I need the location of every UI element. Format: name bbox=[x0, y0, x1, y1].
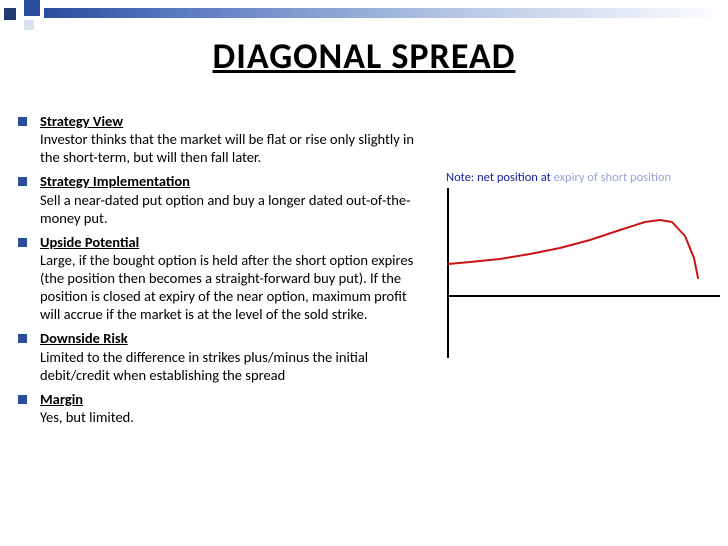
payoff-curve bbox=[448, 220, 698, 278]
bullet-list: Strategy ViewInvestor thinks that the ma… bbox=[16, 112, 424, 426]
decor-square bbox=[4, 8, 16, 20]
decor-square bbox=[24, 20, 34, 30]
list-item: Downside RiskLimited to the difference i… bbox=[16, 329, 424, 383]
chart-note: Note: net position at expiry of short po… bbox=[446, 170, 671, 185]
section-heading: Strategy View bbox=[40, 112, 123, 130]
chart-note-bold: Note: net position at bbox=[446, 170, 551, 185]
section-body: Yes, but limited. bbox=[40, 408, 134, 426]
section-body: Investor thinks that the market will be … bbox=[40, 130, 414, 166]
section-body: Sell a near-dated put option and buy a l… bbox=[40, 191, 411, 227]
payoff-chart: Note: net position at expiry of short po… bbox=[440, 170, 720, 370]
section-heading: Margin bbox=[40, 390, 83, 408]
page-title: DIAGONAL SPREAD bbox=[0, 34, 728, 78]
section-heading: Upside Potential bbox=[40, 233, 139, 251]
decor-square bbox=[24, 0, 40, 16]
bullet-list-container: Strategy ViewInvestor thinks that the ma… bbox=[16, 112, 424, 432]
slide-header-decor bbox=[0, 0, 728, 32]
section-body: Limited to the difference in strikes plu… bbox=[40, 348, 368, 384]
section-heading: Strategy Implementation bbox=[40, 172, 190, 190]
chart-svg bbox=[440, 188, 720, 358]
list-item: Strategy ViewInvestor thinks that the ma… bbox=[16, 112, 424, 166]
decor-gradient-bar bbox=[44, 8, 728, 18]
list-item: MarginYes, but limited. bbox=[16, 390, 424, 426]
chart-note-faded: expiry of short position bbox=[551, 170, 671, 185]
section-heading: Downside Risk bbox=[40, 329, 128, 347]
list-item: Strategy ImplementationSell a near-dated… bbox=[16, 172, 424, 226]
list-item: Upside PotentialLarge, if the bought opt… bbox=[16, 233, 424, 324]
section-body: Large, if the bought option is held afte… bbox=[40, 251, 413, 323]
